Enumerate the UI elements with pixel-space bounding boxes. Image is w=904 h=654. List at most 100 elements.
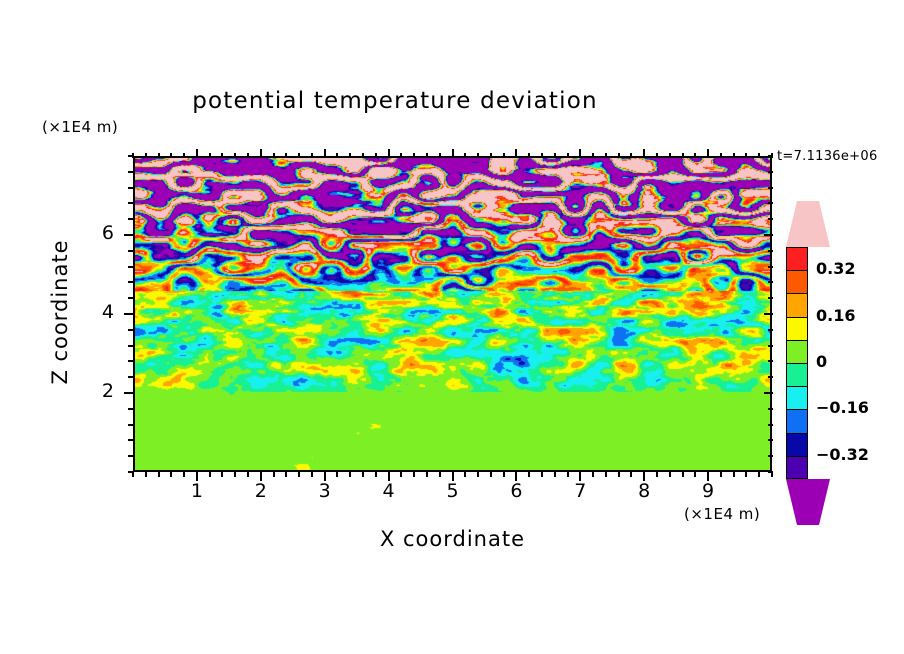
x-top-minor-tick	[464, 153, 467, 158]
x-minor-tick	[566, 472, 569, 477]
x-tick-label: 3	[318, 480, 331, 502]
x-major-tick	[259, 472, 262, 481]
x-minor-tick	[464, 472, 467, 477]
x-top-minor-tick	[604, 153, 607, 158]
y-minor-tick	[128, 360, 133, 363]
colorbar-band	[786, 409, 808, 433]
colorbar-tick-label: 0.32	[816, 259, 856, 279]
x-minor-tick	[362, 472, 365, 477]
y-minor-tick	[128, 328, 133, 331]
y-major-tick	[124, 392, 133, 394]
x-top-minor-tick	[413, 153, 416, 158]
x-minor-tick	[553, 472, 556, 477]
x-top-minor-tick	[719, 153, 722, 158]
x-top-minor-tick	[208, 153, 211, 158]
y-tick-label: 2	[101, 380, 114, 402]
x-minor-tick	[183, 472, 186, 477]
x-minor-tick	[528, 472, 531, 477]
x-top-minor-tick	[758, 153, 761, 158]
y-tick-label: 6	[101, 222, 114, 244]
y-right-major-tick	[764, 234, 773, 236]
x-minor-tick	[745, 472, 748, 477]
colorbar-band	[786, 339, 808, 363]
y-right-minor-tick	[768, 297, 773, 300]
x-top-minor-tick	[247, 153, 250, 158]
colorbar-tick-label: −0.16	[816, 398, 869, 418]
colorbar-band	[786, 293, 808, 317]
x-minor-tick	[132, 472, 134, 477]
x-minor-tick	[425, 472, 428, 477]
y-minor-tick	[128, 471, 133, 473]
x-top-minor-tick	[489, 153, 492, 158]
x-tick-label: 5	[446, 480, 459, 502]
x-top-major-tick	[579, 149, 582, 158]
y-right-minor-tick	[768, 407, 773, 410]
y-minor-tick	[128, 170, 133, 173]
y-major-tick	[124, 234, 133, 236]
x-minor-tick	[413, 472, 416, 477]
y-minor-tick	[128, 249, 133, 252]
x-minor-tick	[272, 472, 275, 477]
y-minor-tick	[128, 186, 133, 189]
page-title: potential temperature deviation	[192, 88, 598, 114]
x-top-minor-tick	[592, 153, 595, 158]
y-minor-tick	[128, 202, 133, 205]
x-top-minor-tick	[540, 153, 543, 158]
y-right-minor-tick	[768, 423, 773, 426]
x-minor-tick	[630, 472, 633, 477]
x-top-minor-tick	[349, 153, 352, 158]
z-axis-unit-label: (×1E4 m)	[42, 118, 119, 136]
x-minor-tick	[221, 472, 224, 477]
x-minor-tick	[655, 472, 658, 477]
x-top-major-tick	[387, 149, 390, 158]
x-minor-tick	[540, 472, 543, 477]
x-top-major-tick	[451, 149, 454, 158]
colorbar-band	[786, 363, 808, 387]
y-right-minor-tick	[768, 265, 773, 268]
x-minor-tick	[758, 472, 761, 477]
colorbar-band	[786, 432, 808, 456]
x-minor-tick	[157, 472, 160, 477]
y-right-major-tick	[764, 313, 773, 315]
colorbar-band	[786, 316, 808, 340]
x-top-minor-tick	[221, 153, 224, 158]
x-top-minor-tick	[132, 153, 134, 158]
x-top-minor-tick	[400, 153, 403, 158]
x-top-minor-tick	[681, 153, 684, 158]
x-top-minor-tick	[630, 153, 633, 158]
x-minor-tick	[502, 472, 505, 477]
x-minor-tick	[477, 472, 480, 477]
x-minor-tick	[732, 472, 735, 477]
x-top-minor-tick	[374, 153, 377, 158]
x-major-tick	[515, 472, 518, 481]
y-right-minor-tick	[768, 281, 773, 284]
y-right-major-tick	[764, 392, 773, 394]
x-tick-label: 7	[574, 480, 587, 502]
x-top-minor-tick	[310, 153, 313, 158]
colorbar-band	[786, 455, 808, 479]
y-minor-tick	[128, 155, 133, 157]
y-right-minor-tick	[768, 155, 773, 157]
y-right-minor-tick	[768, 376, 773, 379]
x-top-minor-tick	[144, 153, 147, 158]
y-minor-tick	[128, 265, 133, 268]
x-top-minor-tick	[566, 153, 569, 158]
y-right-minor-tick	[768, 170, 773, 173]
colorbar-over-arrow	[786, 201, 830, 247]
x-top-minor-tick	[425, 153, 428, 158]
x-tick-label: 6	[510, 480, 523, 502]
y-right-minor-tick	[768, 218, 773, 221]
x-axis-unit-label: (×1E4 m)	[684, 505, 761, 523]
x-major-tick	[387, 472, 390, 481]
x-major-tick	[323, 472, 326, 481]
x-top-minor-tick	[438, 153, 441, 158]
x-top-major-tick	[259, 149, 262, 158]
timestamp-annotation: t=7.1136e+06	[777, 149, 878, 164]
y-minor-tick	[128, 218, 133, 221]
x-minor-tick	[208, 472, 211, 477]
x-top-minor-tick	[745, 153, 748, 158]
x-top-major-tick	[323, 149, 326, 158]
y-minor-tick	[128, 423, 133, 426]
x-minor-tick	[144, 472, 147, 477]
